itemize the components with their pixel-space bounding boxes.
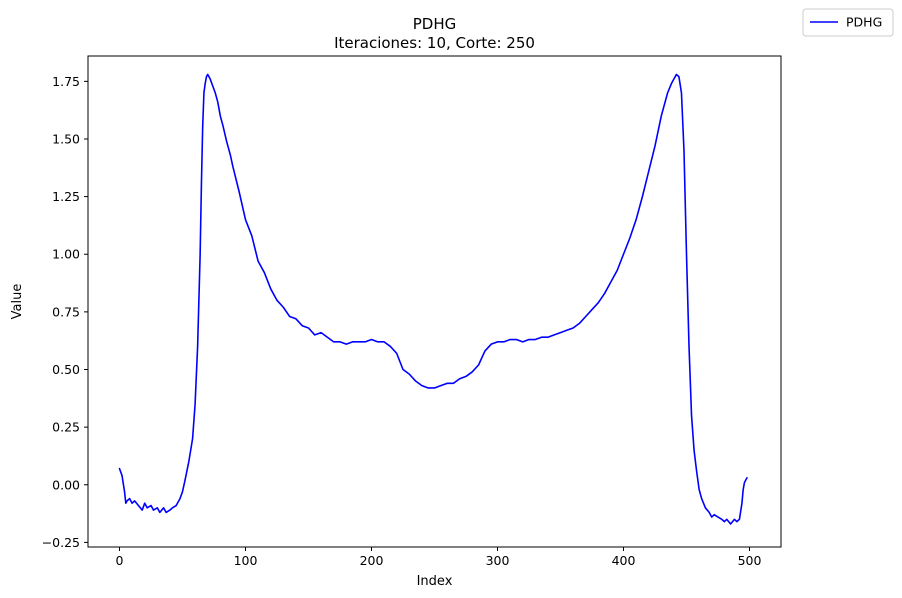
legend-box bbox=[802, 8, 894, 37]
y-axis-label: Value bbox=[10, 284, 25, 320]
legend: PDHG bbox=[802, 8, 894, 37]
chart-subtitle: Iteraciones: 10, Corte: 250 bbox=[334, 34, 535, 52]
x-tick-label: 200 bbox=[360, 553, 384, 568]
y-tick-label: 1.75 bbox=[52, 74, 80, 89]
y-tick-label: 1.25 bbox=[52, 189, 80, 204]
x-tick-label: 0 bbox=[116, 553, 124, 568]
chart-title: PDHG bbox=[413, 15, 457, 33]
y-tick-label: 0.50 bbox=[52, 362, 80, 377]
y-tick-label: 0.25 bbox=[52, 420, 80, 435]
y-tick-label: −0.25 bbox=[42, 535, 80, 550]
x-tick-label: 500 bbox=[738, 553, 762, 568]
y-tick-label: 0.00 bbox=[52, 477, 80, 492]
series-line-pdhg bbox=[118, 73, 748, 525]
x-axis-label: Index bbox=[417, 574, 453, 589]
x-tick-label: 300 bbox=[486, 553, 510, 568]
legend-label-pdhg: PDHG bbox=[846, 15, 882, 30]
y-tick-label: 1.00 bbox=[52, 247, 80, 262]
y-tick-label: 1.50 bbox=[52, 131, 80, 146]
x-tick-label: 400 bbox=[612, 553, 636, 568]
axes-frame bbox=[87, 55, 782, 548]
y-tick-label: 0.75 bbox=[52, 304, 80, 319]
x-tick-label: 100 bbox=[234, 553, 258, 568]
